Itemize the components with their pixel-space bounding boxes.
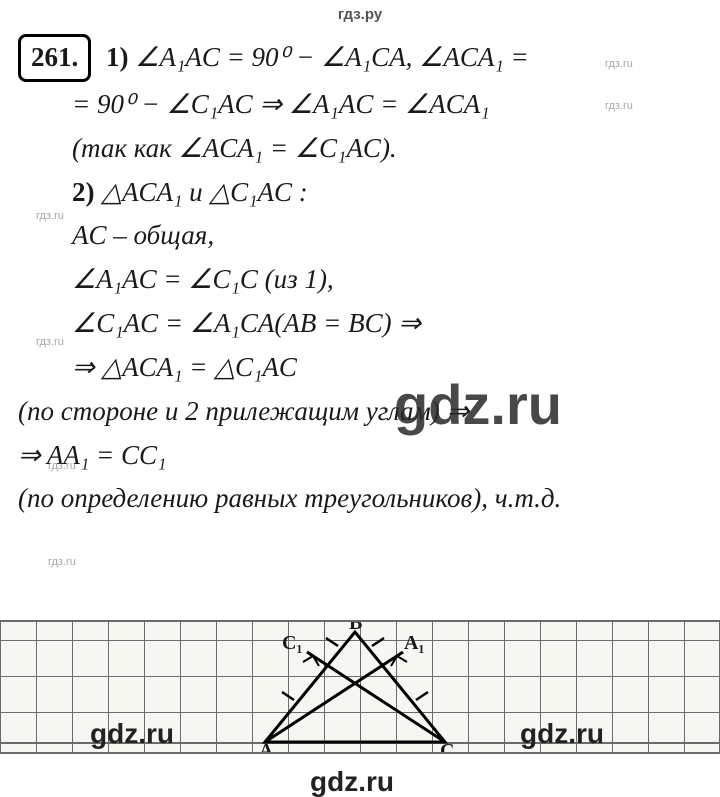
vertex-label-B: B (349, 620, 362, 635)
step-1-num: 1) (106, 42, 129, 72)
line-3: (так как ∠ACA₁ = ∠C₁AC). (72, 133, 397, 163)
step-2-text: △ACA₁ и △C₁AC : (101, 177, 308, 207)
diagram-band: A B C C₁ A₁ gdz.ru gdz.ru (0, 620, 720, 754)
line-6: ∠A₁AC = ∠C₁C (из 1), (72, 264, 334, 294)
watermark-bottom: gdz.ru (520, 718, 604, 750)
vertex-label-C1: C₁ (282, 632, 302, 655)
line-2: = 90⁰ − ∠C₁AC ⇒ ∠A₁AC = ∠ACA₁ (72, 89, 490, 119)
line-5: AC – общая, (72, 220, 214, 250)
line-9: (по стороне и 2 прилежащим углам) ⇒ (18, 396, 469, 426)
step-2-num: 2) (72, 177, 95, 207)
line-7: ∠C₁AC = ∠A₁CA(AB = BC) ⇒ (72, 308, 421, 338)
problem-number: 261. (18, 34, 91, 82)
step-1-text: ∠A₁AC = 90⁰ − ∠A₁CA, ∠ACA₁ = (135, 42, 529, 72)
vertex-label-A1: A₁ (404, 632, 424, 655)
watermark-small: гдз.ru (48, 556, 76, 568)
line-10: ⇒ AA₁ = CC₁ (18, 440, 166, 470)
vertex-label-A: A (259, 740, 273, 754)
page: гдз.ру 261. 1) ∠A₁AC = 90⁰ − ∠A₁CA, ∠ACA… (0, 0, 720, 797)
watermark-footer: gdz.ru (310, 766, 394, 797)
line-8: ⇒ △ACA₁ = △C₁AC (72, 352, 297, 382)
watermark-bottom: gdz.ru (90, 718, 174, 750)
vertex-label-C: C (440, 740, 454, 754)
site-header: гдз.ру (0, 6, 720, 23)
proof-block: 261. 1) ∠A₁AC = 90⁰ − ∠A₁CA, ∠ACA₁ = = 9… (18, 34, 702, 522)
line-11: (по определению равных треугольников), ч… (18, 483, 561, 513)
